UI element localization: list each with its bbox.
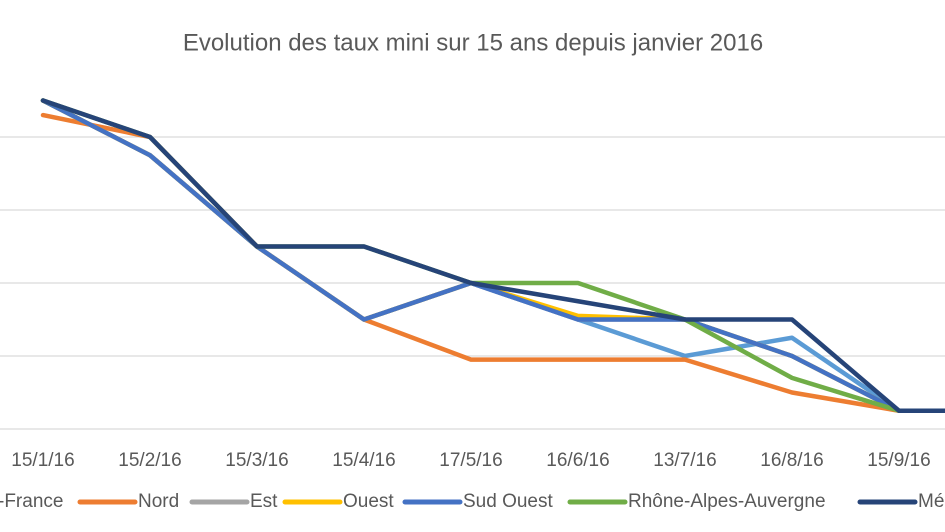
legend-label: -France [0,491,63,512]
legend-label: Sud Ouest [463,491,553,512]
x-tick-label: 15/1/16 [11,450,74,471]
legend-label: Nord [138,491,179,512]
x-tick-label: 17/5/16 [439,450,502,471]
x-tick-label: 16/6/16 [546,450,609,471]
x-tick-label: 13/7/16 [653,450,716,471]
chart-title: Evolution des taux mini sur 15 ans depui… [183,29,763,56]
x-tick-label: 15/9/16 [867,450,930,471]
legend-label: Rhône-Alpes-Auvergne [628,491,826,512]
legend-label: Est [250,491,278,512]
legend-label: Ouest [343,491,394,512]
series-line [40,98,945,413]
series-line [40,98,945,413]
x-tick-label: 16/8/16 [760,450,823,471]
x-tick-label: 15/2/16 [118,450,181,471]
x-tick-label: 15/4/16 [332,450,395,471]
legend-label: Mé [918,491,944,512]
x-tick-label: 15/3/16 [225,450,288,471]
